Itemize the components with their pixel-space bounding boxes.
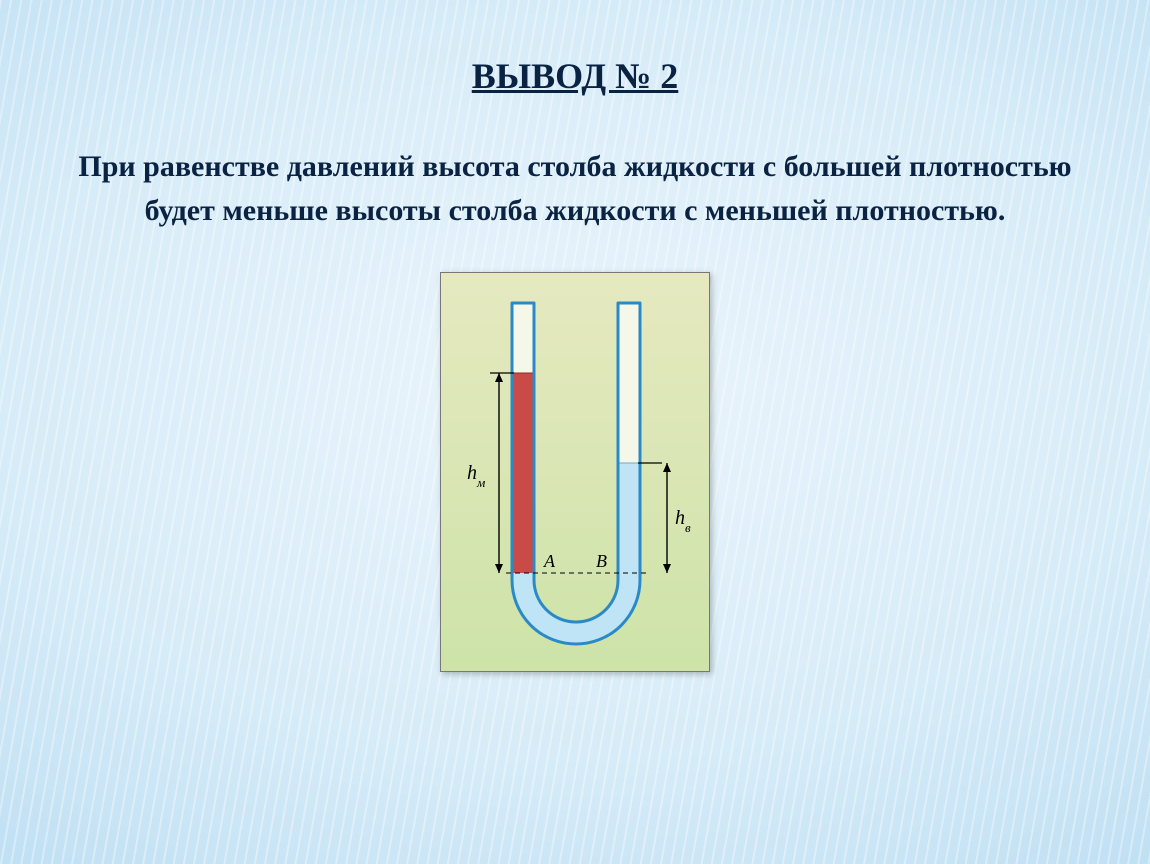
label-point-b: B [596, 551, 607, 571]
slide-title: ВЫВОД № 2 [0, 55, 1150, 97]
slide-body-text: При равенстве давлений высота столба жид… [0, 145, 1150, 232]
label-h-right: hв [675, 507, 691, 535]
label-point-a: A [543, 551, 556, 571]
u-tube-svg: hм hв A B [441, 273, 711, 673]
label-h-left: hм [467, 462, 485, 490]
slide-content: ВЫВОД № 2 При равенстве давлений высота … [0, 0, 1150, 864]
u-tube-figure: hм hв A B [440, 272, 710, 672]
figure-container: hм hв A B [0, 272, 1150, 672]
